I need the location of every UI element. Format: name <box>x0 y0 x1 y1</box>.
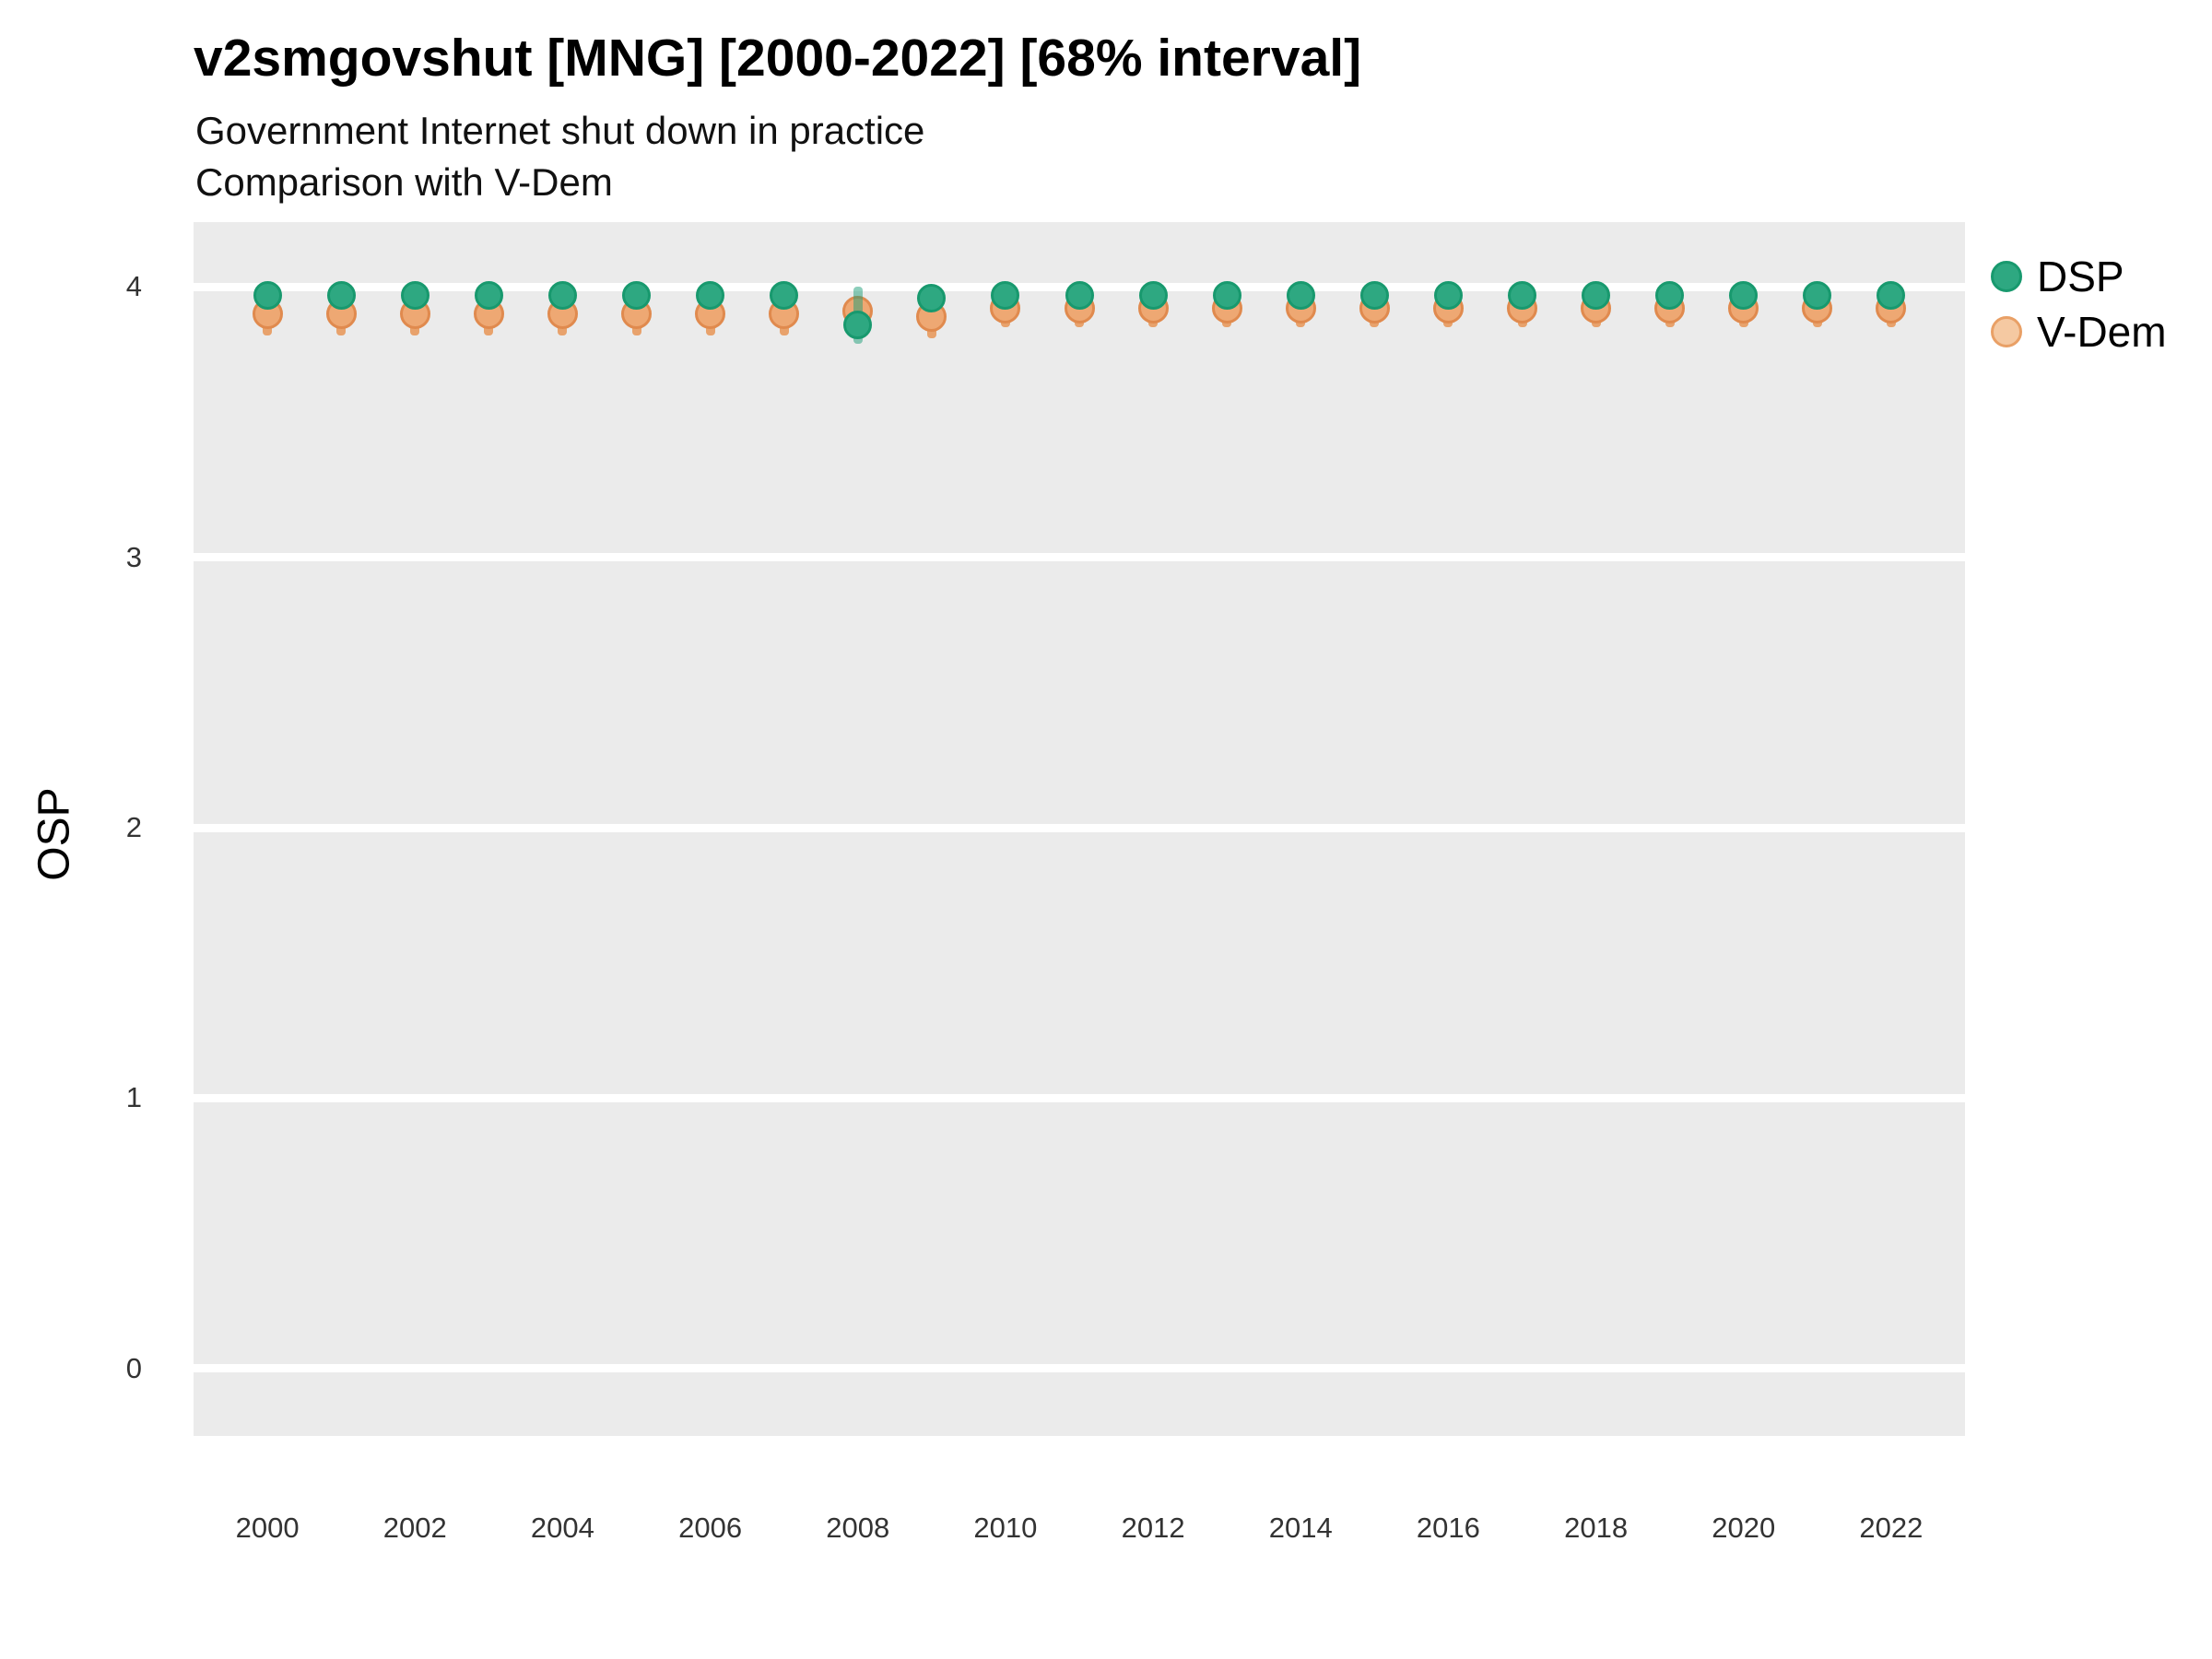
dsp-point-2020 <box>1729 280 1759 310</box>
dsp-point-2007 <box>770 280 799 310</box>
y-tick-label-0: 0 <box>125 1351 142 1384</box>
gridline-y-0 <box>194 1364 1965 1373</box>
dsp-point-2013 <box>1212 280 1241 310</box>
legend-label-dsp: DSP <box>2037 253 2124 300</box>
vdem-legend-dot-icon <box>1991 316 2022 347</box>
chart-title: v2smgovshut [MNG] [2000-2022] [68% inter… <box>194 29 1362 88</box>
dsp-point-2021 <box>1803 280 1832 310</box>
dsp-point-2017 <box>1508 280 1536 310</box>
dsp-point-2014 <box>1286 280 1315 310</box>
gridline-y-2 <box>194 823 1965 832</box>
y-tick-label-3: 3 <box>125 540 142 573</box>
x-tick-label-2022: 2022 <box>1859 1512 1924 1544</box>
legend-row-dsp: DSP <box>1991 249 2167 304</box>
gridline-y-1 <box>194 1093 1965 1102</box>
dsp-point-2012 <box>1138 280 1168 310</box>
dsp-point-2008 <box>843 310 873 339</box>
dsp-point-2015 <box>1359 280 1389 310</box>
x-tick-label-2014: 2014 <box>1268 1512 1333 1544</box>
dsp-point-2009 <box>917 283 947 312</box>
x-tick-label-2008: 2008 <box>826 1512 890 1544</box>
dsp-point-2002 <box>400 280 429 310</box>
dsp-point-2004 <box>547 280 577 310</box>
dsp-point-2006 <box>696 280 725 310</box>
chart-comparison-note: Comparison with V-Dem <box>195 160 613 204</box>
dsp-point-2019 <box>1655 280 1685 310</box>
dsp-point-2001 <box>326 280 356 310</box>
dsp-point-2018 <box>1582 280 1611 310</box>
y-tick-label-4: 4 <box>125 270 142 303</box>
dsp-point-2010 <box>991 280 1020 310</box>
dsp-point-2011 <box>1065 280 1094 310</box>
x-tick-label-2018: 2018 <box>1564 1512 1629 1544</box>
x-tick-label-2016: 2016 <box>1416 1512 1480 1544</box>
legend-row-vdem: V-Dem <box>1991 304 2167 359</box>
y-tick-label-2: 2 <box>125 811 142 844</box>
dsp-point-2005 <box>622 280 651 310</box>
legend: DSP V-Dem <box>1991 249 2167 359</box>
x-tick-label-2006: 2006 <box>678 1512 743 1544</box>
x-tick-label-2020: 2020 <box>1712 1512 1776 1544</box>
dsp-point-2016 <box>1433 280 1463 310</box>
chart-subtitle: Government Internet shut down in practic… <box>195 109 925 152</box>
y-axis-label: OSP <box>29 787 79 881</box>
x-tick-label-2010: 2010 <box>973 1512 1038 1544</box>
legend-label-vdem: V-Dem <box>2037 308 2167 356</box>
x-tick-label-2004: 2004 <box>530 1512 594 1544</box>
plot-panel <box>194 222 1965 1436</box>
dsp-point-2003 <box>474 280 503 310</box>
dsp-legend-dot-icon <box>1991 261 2022 292</box>
dsp-point-2000 <box>253 280 282 310</box>
gridline-y-3 <box>194 553 1965 562</box>
x-tick-label-2012: 2012 <box>1121 1512 1185 1544</box>
y-tick-label-1: 1 <box>125 1081 142 1114</box>
x-tick-label-2000: 2000 <box>235 1512 300 1544</box>
dsp-point-2022 <box>1877 280 1906 310</box>
x-tick-label-2002: 2002 <box>382 1512 447 1544</box>
